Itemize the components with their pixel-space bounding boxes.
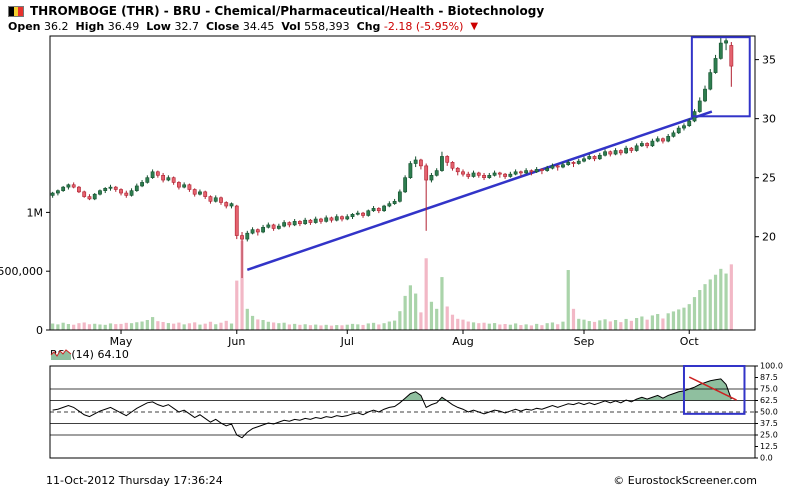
stat-value-change: -2.18 (-5.95%) [383, 20, 464, 33]
stat-low: Low 32.7 [146, 20, 199, 33]
stat-volume: Vol 558,393 [281, 20, 349, 33]
page-title: THROMBOGE (THR) - BRU - Chemical/Pharmac… [30, 4, 545, 18]
stat-label: Low [146, 20, 171, 33]
svg-text:Sep: Sep [574, 335, 595, 348]
header: THROMBOGE (THR) - BRU - Chemical/Pharmac… [8, 4, 544, 18]
stat-label: Vol [281, 20, 301, 33]
svg-text:20: 20 [762, 231, 776, 244]
svg-text:75.0: 75.0 [760, 385, 778, 394]
svg-text:0.0: 0.0 [760, 454, 773, 463]
stat-label: Chg [356, 20, 381, 33]
svg-text:30: 30 [762, 113, 776, 126]
stat-value: 558,393 [304, 20, 350, 33]
svg-text:Jul: Jul [340, 335, 354, 348]
svg-text:37.5: 37.5 [760, 419, 778, 428]
price-volume-chart: 20 25 30 35 0 500,000 1M May Jun Jul Aug Sep Oct [0, 35, 776, 348]
svg-text:May: May [110, 335, 133, 348]
stat-value: 34.45 [242, 20, 275, 33]
footer-copyright: © EurostockScreener.com [613, 474, 757, 487]
footer-datetime: 11-Oct-2012 Thursday 17:36:24 [46, 474, 223, 487]
svg-text:100.0: 100.0 [760, 362, 783, 371]
stat-label: Open [8, 20, 41, 33]
svg-text:25.0: 25.0 [760, 431, 778, 440]
stat-open: Open 36.2 [8, 20, 69, 33]
stat-change: Chg -2.18 (-5.95%) [357, 20, 464, 33]
svg-text:500,000: 500,000 [0, 265, 43, 278]
svg-text:62.5: 62.5 [760, 396, 778, 405]
svg-text:0: 0 [36, 324, 43, 337]
svg-text:Oct: Oct [680, 335, 700, 348]
svg-text:Jun: Jun [227, 335, 245, 348]
stat-close: Close 34.45 [206, 20, 274, 33]
stat-label: High [75, 20, 105, 33]
svg-text:87.5: 87.5 [760, 373, 778, 382]
rsi-chart: 100.0 87.5 75.0 62.5 50.0 37.5 25.0 12.5 0.0 [49, 362, 783, 463]
stat-label: Close [205, 20, 240, 33]
belgium-flag-icon [8, 5, 24, 17]
change-down-triangle-icon: ▼ [470, 20, 479, 32]
stat-value: 32.7 [174, 20, 199, 33]
svg-text:12.5: 12.5 [760, 442, 778, 451]
svg-text:35: 35 [762, 54, 776, 67]
rsi-area-thumbnail-icon [50, 349, 72, 360]
rsi-legend: RSI (14) 64.10 [50, 348, 129, 361]
svg-text:1M: 1M [27, 206, 44, 219]
svg-text:50.0: 50.0 [760, 408, 778, 417]
quote-stats-row: Open 36.2 High 36.49 Low 32.7 Close 34.4… [8, 20, 478, 33]
svg-text:25: 25 [762, 172, 776, 185]
stat-value: 36.2 [44, 20, 69, 33]
stat-high: High 36.49 [76, 20, 140, 33]
svg-text:Aug: Aug [452, 335, 473, 348]
stat-value: 36.49 [107, 20, 140, 33]
